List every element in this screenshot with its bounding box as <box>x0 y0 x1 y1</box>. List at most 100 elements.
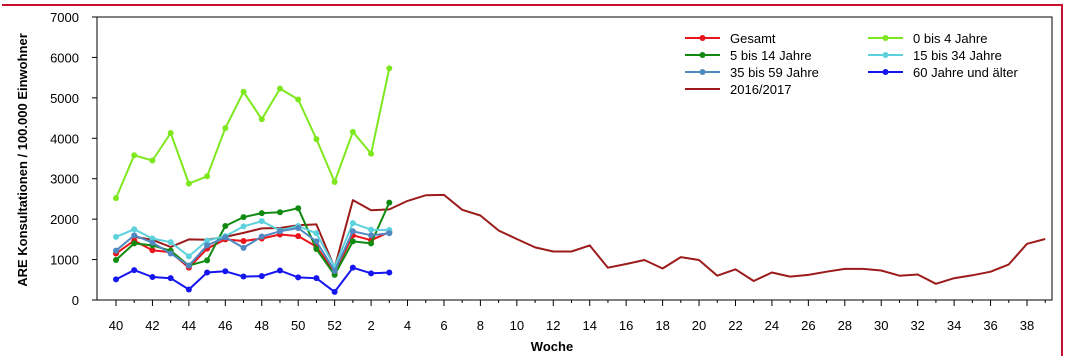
y-tick-label: 1000 <box>50 253 79 268</box>
series-35-bis-59-jahre <box>113 225 393 274</box>
x-tick-label: 10 <box>510 318 524 333</box>
data-point <box>313 238 320 245</box>
y-tick-label: 4000 <box>50 131 79 146</box>
data-point <box>167 275 174 282</box>
data-point <box>240 237 247 244</box>
legend-item: 5 bis 14 Jahre <box>685 48 812 63</box>
data-point <box>149 239 156 246</box>
legend-label: 35 bis 59 Jahre <box>730 65 819 80</box>
data-point <box>258 273 265 280</box>
x-tick-label: 38 <box>1020 318 1034 333</box>
y-tick-label: 0 <box>72 293 79 308</box>
series-0-bis-4-jahre <box>113 65 393 202</box>
data-point <box>258 218 265 225</box>
data-point <box>167 130 174 137</box>
data-point <box>368 240 375 247</box>
y-tick-label: 3000 <box>50 172 79 187</box>
y-tick-label: 2000 <box>50 212 79 227</box>
x-tick-label: 18 <box>655 318 669 333</box>
legend-marker <box>882 52 889 58</box>
x-tick-label: 6 <box>440 318 447 333</box>
data-point <box>349 264 356 271</box>
series-layer <box>113 65 1046 295</box>
data-point <box>185 180 192 187</box>
x-tick-label: 50 <box>291 318 305 333</box>
data-point <box>276 85 283 92</box>
plot-border <box>96 16 1053 301</box>
legend-label: 5 bis 14 Jahre <box>730 48 812 63</box>
data-point <box>240 244 247 251</box>
data-point <box>113 256 119 263</box>
data-point <box>222 234 229 241</box>
x-tick-label: 14 <box>582 318 596 333</box>
data-point <box>331 288 338 295</box>
data-point <box>240 273 247 280</box>
x-tick-label: 34 <box>947 318 961 333</box>
y-tick-label: 5000 <box>50 91 79 106</box>
series-line <box>115 231 390 274</box>
data-point <box>331 267 338 274</box>
data-point <box>149 273 156 280</box>
legend-label: 0 bis 4 Jahre <box>913 31 987 46</box>
data-point <box>131 232 138 239</box>
legend-marker <box>882 35 889 41</box>
data-point <box>276 209 283 216</box>
data-point <box>258 210 265 217</box>
data-point <box>295 225 302 232</box>
data-point <box>313 230 320 237</box>
data-point <box>131 267 138 274</box>
data-point <box>222 268 229 275</box>
series-60-jahre-und-lter <box>113 264 393 295</box>
x-tick-label: 32 <box>910 318 924 333</box>
data-point <box>295 274 302 281</box>
data-point <box>113 233 119 240</box>
data-point <box>386 269 393 276</box>
legend-marker <box>699 35 706 41</box>
data-point <box>113 247 119 254</box>
data-point <box>240 214 247 221</box>
data-point <box>368 226 375 233</box>
data-point <box>386 230 393 237</box>
data-point <box>204 173 211 180</box>
x-tick-label: 2 <box>367 318 374 333</box>
data-point <box>349 220 356 227</box>
data-point <box>349 128 356 135</box>
data-point <box>313 275 320 282</box>
legend-label: 2016/2017 <box>730 82 791 97</box>
data-point <box>349 238 356 245</box>
legend-item: 35 bis 59 Jahre <box>685 65 819 80</box>
data-point <box>386 199 393 206</box>
data-point <box>331 178 338 185</box>
data-point <box>349 228 356 235</box>
legend-item: Gesamt <box>685 31 776 46</box>
x-tick-label: 30 <box>874 318 888 333</box>
x-axis-title: Woche <box>531 339 573 354</box>
y-axis: 0 1000 2000 3000 4000 5000 6000 7000 <box>50 10 97 308</box>
x-tick-label: 52 <box>327 318 341 333</box>
legend-label: 15 bis 34 Jahre <box>913 48 1002 63</box>
legend-marker <box>699 52 706 58</box>
data-point <box>240 223 247 230</box>
x-tick-label: 20 <box>692 318 706 333</box>
series-line <box>115 220 390 268</box>
data-point <box>204 237 211 244</box>
plot-area <box>96 16 1053 301</box>
data-point <box>386 65 393 72</box>
x-tick-label: 48 <box>255 318 269 333</box>
series-line <box>134 193 1046 285</box>
series-line <box>115 227 390 272</box>
legend-item: 60 Jahre und älter <box>868 65 1018 80</box>
chart-frame <box>2 4 1063 356</box>
data-point <box>240 88 247 95</box>
data-point <box>149 247 156 254</box>
y-axis-title: ARE Konsultationen / 100.000 Einwohner <box>15 33 30 287</box>
data-point <box>167 250 174 257</box>
x-tick-label: 28 <box>838 318 852 333</box>
y-tick-label: 6000 <box>50 50 79 65</box>
data-point <box>295 233 302 240</box>
data-point <box>149 157 156 164</box>
x-tick-label: 42 <box>145 318 159 333</box>
x-tick-label: 44 <box>182 318 196 333</box>
data-point <box>204 242 211 249</box>
